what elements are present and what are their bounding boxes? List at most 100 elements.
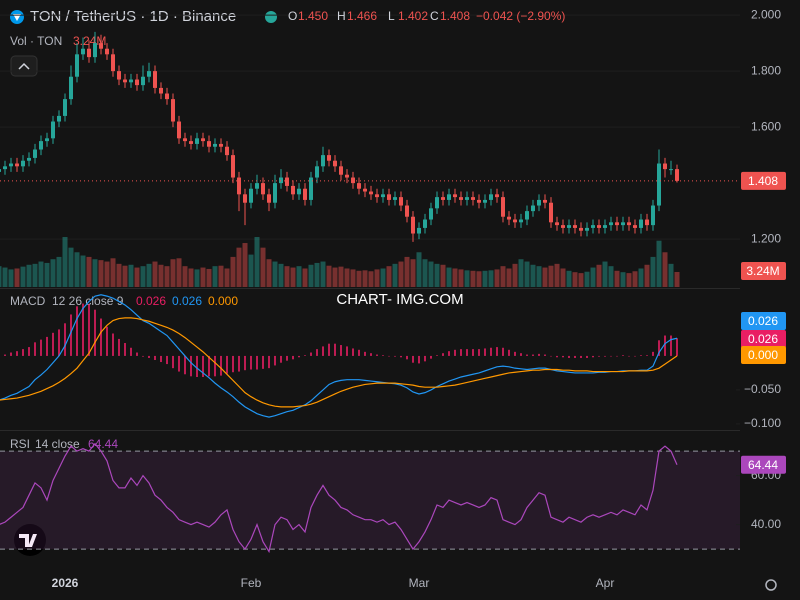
macd-histogram-bar xyxy=(100,318,102,356)
candle-body xyxy=(669,169,673,171)
last-price-tag: 1.408 xyxy=(748,174,778,188)
rsi-value-tag-bg xyxy=(741,455,786,474)
candle-body xyxy=(387,194,391,200)
macd-histogram-bar xyxy=(484,348,486,356)
candle-body xyxy=(447,194,451,200)
volume-bar xyxy=(332,267,338,287)
candle-body xyxy=(171,99,175,122)
macd-histogram-bar xyxy=(442,353,444,356)
candle-body xyxy=(3,166,7,170)
candle-body xyxy=(93,43,97,58)
volume-bar xyxy=(146,263,152,287)
macd-histogram-bar xyxy=(538,353,540,356)
volume-bar xyxy=(620,272,626,287)
candle-body xyxy=(375,194,379,198)
macd-histogram-bar xyxy=(124,343,126,356)
candle-body xyxy=(0,169,1,172)
macd-histogram-bar xyxy=(40,339,42,356)
symbol-title: TON / TetherUS · 1D · Binance xyxy=(30,8,236,25)
candle-body xyxy=(651,205,655,226)
rsi-legend-value: 64.44 xyxy=(88,437,118,451)
ohlc-key: O xyxy=(288,9,297,23)
volume-bar xyxy=(50,259,56,287)
volume-bar xyxy=(584,271,590,287)
candle-body xyxy=(549,202,553,223)
candle-body xyxy=(45,138,49,142)
candle-body xyxy=(519,219,523,223)
macd-histogram-bar xyxy=(478,349,480,356)
status-dot xyxy=(265,11,277,23)
volume-bar xyxy=(464,270,470,287)
candle-body xyxy=(135,79,139,86)
y-tick-label: 1.800 xyxy=(751,63,781,77)
volume-bar xyxy=(32,263,38,287)
volume-bar xyxy=(80,255,86,287)
macd-histogram-bar xyxy=(136,352,138,356)
volume-bar xyxy=(386,266,392,287)
candle-body xyxy=(411,216,415,234)
candle-body xyxy=(363,188,367,192)
candle-body xyxy=(339,166,343,175)
macd-histogram-bar xyxy=(580,355,582,358)
macd-value-tag: 0.026 xyxy=(748,314,778,328)
volume-bar xyxy=(458,269,464,287)
collapse-icon[interactable] xyxy=(18,62,30,70)
macd-params: 12 26 close 9 xyxy=(52,294,124,308)
macd-histogram-bar xyxy=(10,352,12,356)
volume-bar xyxy=(494,269,500,287)
candle-body xyxy=(117,71,121,80)
macd-histogram-bar xyxy=(148,355,150,358)
macd-histogram-bar xyxy=(238,355,240,372)
candle-body xyxy=(51,121,55,139)
volume-bar xyxy=(590,267,596,287)
volume-bar xyxy=(272,261,278,287)
macd-title: MACD xyxy=(10,294,46,308)
macd-histogram-bar xyxy=(628,355,630,357)
candle-body xyxy=(297,188,301,195)
settings-icon[interactable] xyxy=(765,579,777,591)
volume-bar xyxy=(56,256,62,287)
macd-histogram-bar xyxy=(496,347,498,356)
macd-histogram-bar xyxy=(376,354,378,356)
macd-histogram-bar xyxy=(574,355,576,358)
macd-histogram-bar xyxy=(244,355,246,371)
volume-bar xyxy=(530,264,536,287)
volume-bar xyxy=(422,259,428,287)
collapse-button[interactable] xyxy=(10,55,38,77)
candle-body xyxy=(633,225,637,228)
volume-bar xyxy=(614,270,620,287)
candle-body xyxy=(609,222,613,226)
macd-histogram-bar xyxy=(118,338,120,356)
volume-bar xyxy=(14,268,20,287)
macd-histogram-bar xyxy=(448,351,450,356)
volume-bar xyxy=(488,270,494,287)
macd-histogram-bar xyxy=(490,347,492,356)
macd-histogram-bar xyxy=(412,355,414,363)
x-tick-label: Apr xyxy=(596,576,615,590)
volume-bar xyxy=(188,268,194,287)
macd-histogram-bar xyxy=(232,355,234,373)
volume-bar xyxy=(440,264,446,287)
volume-bar xyxy=(302,268,308,287)
volume-bar xyxy=(452,268,458,287)
volume-bar xyxy=(374,269,380,287)
candle-body xyxy=(369,191,373,195)
candle-body xyxy=(321,155,325,167)
candle-body xyxy=(399,197,403,206)
volume-bar xyxy=(482,270,488,287)
candle-body xyxy=(123,79,127,83)
candle-body xyxy=(531,205,535,212)
macd-histogram-bar xyxy=(112,333,114,356)
macd-histogram-bar xyxy=(418,355,420,364)
rsi-line xyxy=(0,442,678,554)
candle-body xyxy=(333,160,337,167)
candle-body xyxy=(417,227,421,234)
rsi-title: RSI xyxy=(10,437,30,451)
macd-histogram-bar xyxy=(544,354,546,356)
candle-body xyxy=(219,143,223,147)
volume-title: Vol · TON xyxy=(10,34,62,48)
macd-histogram-bar xyxy=(328,343,330,356)
volume-bar xyxy=(368,271,374,287)
candle-body xyxy=(627,222,631,226)
volume-bar xyxy=(200,267,206,287)
